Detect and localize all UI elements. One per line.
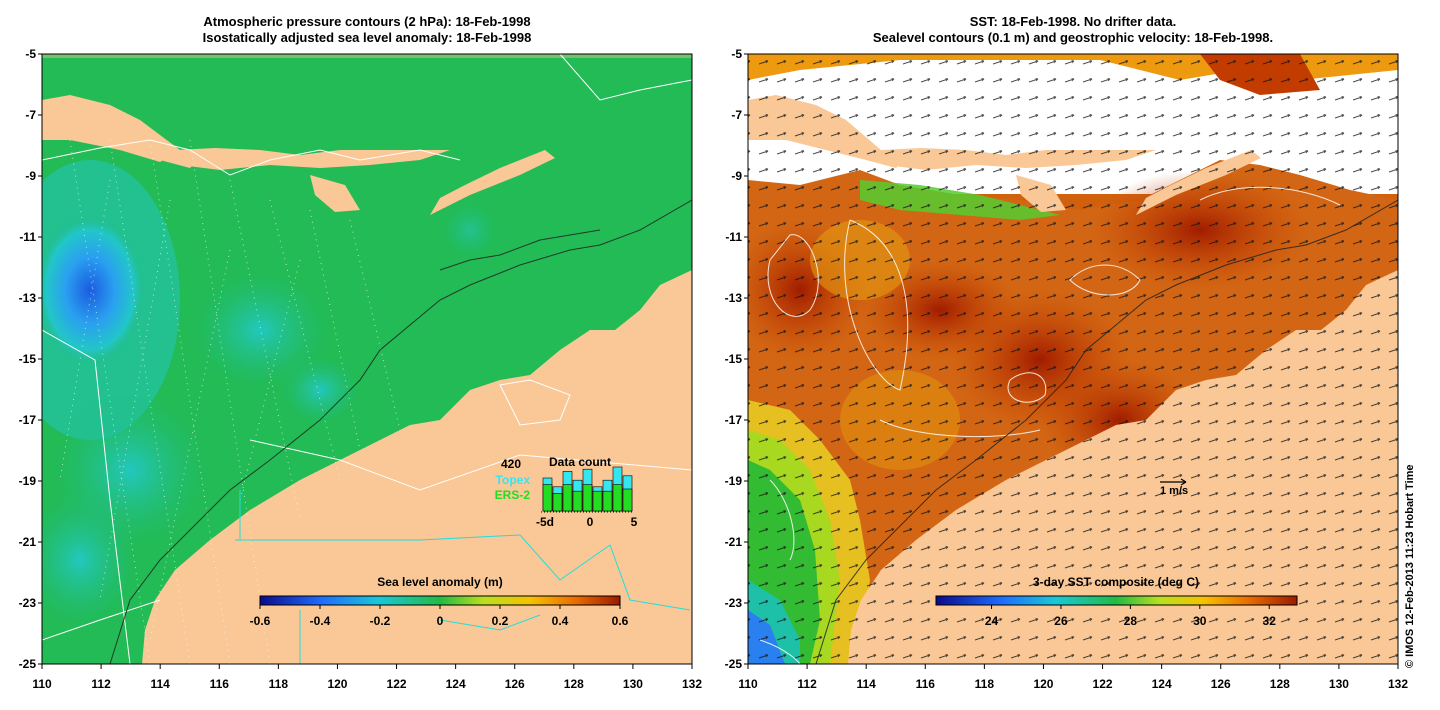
right-title-line2: Sealevel contours (0.1 m) and geostrophi… (872, 30, 1274, 45)
x-tick-label: 126 (505, 677, 525, 691)
left-title-line1: Atmospheric pressure contours (2 hPa): 1… (203, 14, 531, 29)
x-tick-label: 112 (797, 677, 817, 691)
x-tick-label: 122 (1093, 677, 1113, 691)
x-tick-label: 118 (975, 677, 995, 691)
x-tick-label: 124 (446, 677, 466, 691)
data-count-inset (541, 511, 633, 513)
x-tick-label: 124 (1152, 677, 1172, 691)
x-tick-label: 114 (857, 677, 877, 691)
inset-ers2-bar (542, 484, 553, 512)
inset-ers2-bar (582, 484, 593, 512)
x-tick-label: 116 (916, 677, 936, 691)
y-tick-label: -9 (731, 169, 742, 183)
inset-ers2-bar (602, 490, 613, 512)
y-tick-label: -5 (25, 47, 36, 61)
velocity-scale-arrow (1160, 478, 1187, 486)
y-tick-label: -11 (725, 230, 742, 244)
inset-ers2-bar (552, 493, 563, 512)
y-tick-label: -19 (19, 474, 37, 488)
sst-colorbar-tick: 24 (985, 614, 999, 628)
x-tick-label: 120 (327, 677, 347, 691)
y-tick-label: -25 (725, 657, 743, 671)
x-tick-label: 130 (1329, 677, 1349, 691)
y-tick-label: -21 (19, 535, 37, 549)
credit-text: © IMOS 12-Feb-2013 11:23 Hobart Time (1404, 464, 1416, 668)
y-tick-label: -25 (19, 657, 37, 671)
x-tick-label: 110 (738, 677, 758, 691)
x-tick-label: 116 (210, 677, 230, 691)
x-tick-label: 130 (623, 677, 643, 691)
right-map (748, 54, 1398, 664)
y-tick-label: -7 (25, 108, 36, 122)
sst-colorbar-tick: 28 (1124, 614, 1138, 628)
x-tick-label: 126 (1211, 677, 1231, 691)
y-tick-label: -13 (19, 291, 37, 305)
y-tick-label: -17 (19, 413, 37, 427)
y-tick-label: -19 (725, 474, 743, 488)
x-tick-label: 120 (1033, 677, 1053, 691)
y-tick-label: -9 (25, 169, 36, 183)
sst-colorbar-tick: 26 (1054, 614, 1068, 628)
inset-ers2-bar (562, 484, 573, 512)
sla-colorbar-tick: 0.4 (552, 614, 569, 628)
right-title-line1: SST: 18-Feb-1998. No drifter data. (969, 14, 1177, 29)
y-tick-label: -15 (725, 352, 743, 366)
y-tick-label: -23 (725, 596, 743, 610)
x-tick-label: 132 (682, 677, 702, 691)
sla-colorbar-tick: -0.4 (310, 614, 331, 628)
x-tick-label: 112 (91, 677, 111, 691)
x-tick-label: 128 (564, 677, 584, 691)
x-tick-label: 122 (387, 677, 407, 691)
inset-ers2-bar (572, 490, 583, 512)
x-tick-label: 118 (269, 677, 289, 691)
sst-colorbar-tick: 32 (1263, 614, 1277, 628)
y-tick-label: -17 (725, 413, 743, 427)
y-tick-label: -11 (19, 230, 36, 244)
y-tick-label: -15 (19, 352, 37, 366)
sla-colorbar (259, 595, 621, 606)
inset-ers2-bar (622, 488, 633, 512)
y-tick-label: -13 (725, 291, 743, 305)
inset-ers2-bar (612, 484, 623, 512)
inset-ers2-bar (592, 490, 603, 512)
y-tick-label: -7 (731, 108, 742, 122)
sla-colorbar-tick: -0.2 (370, 614, 391, 628)
y-tick-label: -23 (19, 596, 37, 610)
sst-colorbar-tick: 30 (1193, 614, 1207, 628)
y-tick-label: -5 (731, 47, 742, 61)
x-tick-label: 128 (1270, 677, 1290, 691)
sst-colorbar (935, 595, 1298, 606)
x-tick-label: 110 (32, 677, 52, 691)
left-title-line2: Isostatically adjusted sea level anomaly… (202, 30, 532, 45)
x-tick-label: 132 (1388, 677, 1408, 691)
x-tick-label: 114 (151, 677, 171, 691)
left-map (42, 54, 692, 664)
sla-colorbar-tick: 0.6 (612, 614, 629, 628)
y-tick-label: -21 (725, 535, 743, 549)
sla-colorbar-tick: 0.2 (492, 614, 509, 628)
sla-colorbar-tick: -0.6 (250, 614, 271, 628)
sla-colorbar-tick: 0 (437, 614, 444, 628)
